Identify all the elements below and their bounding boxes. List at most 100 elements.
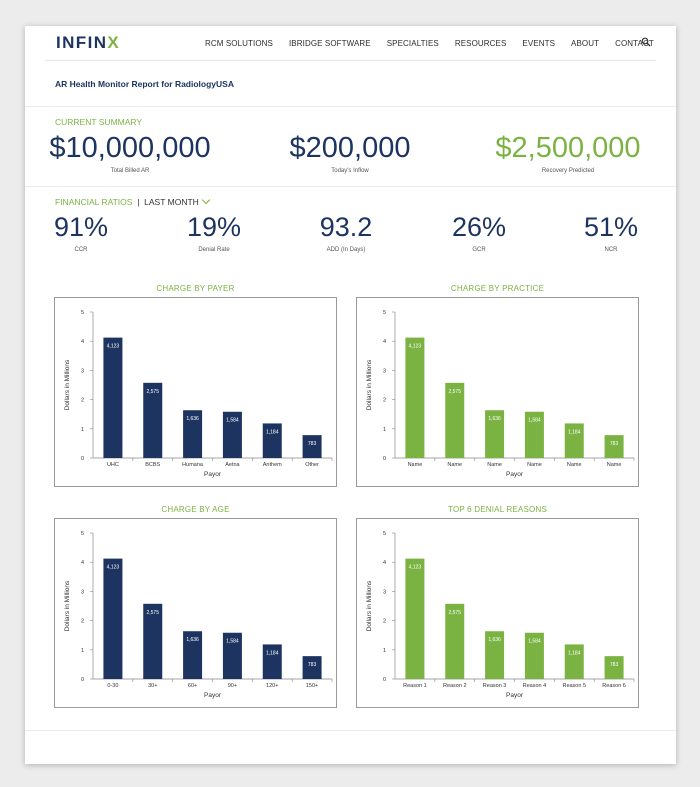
bar-value-label: 1,584 bbox=[226, 418, 239, 424]
x-tick-label: BCBS bbox=[145, 462, 160, 468]
chart-charge-by-practice: 0 1 2 3 4 5 Dollars in Millions 4,123 Name 2,575 N… bbox=[356, 297, 639, 487]
x-tick-label: 60+ bbox=[188, 683, 197, 689]
report-title: AR Health Monitor Report for RadiologyUS… bbox=[55, 79, 234, 89]
label-separator: | bbox=[135, 197, 142, 207]
recovery-predicted-caption: Recovery Predicted bbox=[483, 168, 653, 174]
gcr-value: 26% bbox=[434, 212, 524, 243]
ccr-caption: CCR bbox=[36, 247, 126, 253]
bar-value-label: 1,184 bbox=[568, 650, 581, 656]
bar-value-label: 1,584 bbox=[226, 639, 239, 645]
nav-menu: RCM SOLUTIONS IBRIDGE SOFTWARE SPECIALTI… bbox=[205, 39, 670, 48]
x-tick-label: 90+ bbox=[228, 683, 237, 689]
nav-item-resources[interactable]: RESOURCES bbox=[455, 39, 507, 48]
y-axis-label: Dollars in Millions bbox=[366, 359, 373, 410]
nav-divider bbox=[45, 60, 656, 61]
x-tick-label: Name bbox=[447, 462, 462, 468]
chart-svg: 0 1 2 3 4 5 Dollars in Millions 4,123 UHC 2,575 BC… bbox=[55, 298, 338, 488]
chart-title-top-denial-reasons: TOP 6 DENIAL REASONS bbox=[356, 505, 639, 514]
logo[interactable]: INFINX bbox=[56, 33, 120, 53]
bar-value-label: 1,584 bbox=[528, 639, 541, 645]
bar-value-label: 1,636 bbox=[186, 637, 199, 643]
y-tick-label: 1 bbox=[383, 648, 386, 654]
financial-ratios-header: FINANCIAL RATIOS | LAST MONTH bbox=[55, 197, 209, 207]
y-tick-label: 4 bbox=[81, 339, 84, 345]
bar-value-label: 1,184 bbox=[266, 429, 279, 435]
x-axis-label: Payor bbox=[204, 471, 222, 478]
y-tick-label: 2 bbox=[81, 619, 84, 625]
x-axis-label: Payor bbox=[506, 692, 524, 699]
y-tick-label: 1 bbox=[383, 427, 386, 433]
bar-value-label: 783 bbox=[308, 441, 317, 447]
bar bbox=[103, 559, 122, 679]
y-tick-label: 1 bbox=[81, 427, 84, 433]
chart-svg: 012345Dollars in Millions4,1230-302,5753… bbox=[55, 519, 338, 709]
section-divider bbox=[25, 186, 676, 187]
bar-value-label: 1,584 bbox=[528, 418, 541, 424]
chart-title-charge-by-payer: CHARGE BY PAYER bbox=[54, 284, 337, 293]
recovery-predicted-value: $2,500,000 bbox=[483, 132, 653, 165]
chart-title-charge-by-practice: CHARGE BY PRACTICE bbox=[356, 284, 639, 293]
chevron-down-icon bbox=[202, 196, 210, 204]
search-icon[interactable] bbox=[641, 37, 651, 47]
x-axis-label: Payor bbox=[506, 471, 524, 478]
add-value: 93.2 bbox=[301, 212, 391, 243]
chart-title-charge-by-age: CHARGE BY AGE bbox=[54, 505, 337, 514]
todays-inflow-caption: Today's Inflow bbox=[265, 168, 435, 174]
x-axis-label: Payor bbox=[204, 692, 222, 699]
x-tick-label: Reason 6 bbox=[602, 683, 626, 689]
chart-svg: 012345Dollars in Millions4,123Name2,575N… bbox=[357, 298, 640, 488]
y-tick-label: 3 bbox=[81, 368, 84, 374]
gcr-caption: GCR bbox=[434, 247, 524, 253]
nav-item-specialties[interactable]: SPECIALTIES bbox=[387, 39, 439, 48]
x-tick-label: Reason 2 bbox=[443, 683, 467, 689]
todays-inflow-value: $200,000 bbox=[265, 132, 435, 165]
nav-item-about[interactable]: ABOUT bbox=[571, 39, 599, 48]
y-axis-label: Dollars in Millions bbox=[64, 359, 71, 410]
x-tick-label: Name bbox=[607, 462, 622, 468]
y-tick-label: 5 bbox=[81, 531, 84, 537]
x-tick-label: Name bbox=[527, 462, 542, 468]
period-dropdown[interactable]: LAST MONTH bbox=[144, 197, 209, 207]
y-tick-label: 5 bbox=[81, 310, 84, 316]
bar-value-label: 1,184 bbox=[568, 429, 581, 435]
x-tick-label: 30+ bbox=[148, 683, 157, 689]
x-tick-label: Reason 4 bbox=[523, 683, 547, 689]
y-tick-label: 0 bbox=[383, 456, 386, 462]
bar-value-label: 1,636 bbox=[488, 637, 501, 643]
y-axis-label: Dollars in Millions bbox=[366, 580, 373, 631]
x-tick-label: Reason 5 bbox=[562, 683, 586, 689]
y-tick-label: 5 bbox=[383, 310, 386, 316]
bar-value-label: 2,575 bbox=[448, 389, 461, 395]
chart-charge-by-age: 0 1 2 3 4 5 Dollars in Millions 4,123 0-30 2,575 3… bbox=[54, 518, 337, 708]
bar bbox=[405, 338, 424, 458]
footer-divider bbox=[25, 730, 676, 731]
nav-item-events[interactable]: EVENTS bbox=[522, 39, 555, 48]
bar-value-label: 783 bbox=[610, 662, 619, 668]
page: INFINX RCM SOLUTIONS IBRIDGE SOFTWARE SP… bbox=[25, 26, 676, 764]
nav-item-ibridge-software[interactable]: IBRIDGE SOFTWARE bbox=[289, 39, 371, 48]
bar-value-label: 1,636 bbox=[186, 416, 199, 422]
x-tick-label: 120+ bbox=[266, 683, 278, 689]
y-tick-label: 0 bbox=[383, 677, 386, 683]
bar-value-label: 2,575 bbox=[146, 610, 159, 616]
x-tick-label: Name bbox=[408, 462, 423, 468]
bar bbox=[103, 338, 122, 458]
x-tick-label: Other bbox=[305, 462, 319, 468]
y-tick-label: 2 bbox=[383, 398, 386, 404]
x-tick-label: UHC bbox=[107, 462, 119, 468]
add-caption: ADD (In Days) bbox=[301, 247, 391, 253]
y-tick-label: 2 bbox=[81, 398, 84, 404]
y-tick-label: 4 bbox=[81, 560, 84, 566]
x-tick-label: Anthem bbox=[263, 462, 282, 468]
bar-value-label: 4,123 bbox=[409, 344, 422, 350]
y-tick-label: 5 bbox=[383, 531, 386, 537]
y-tick-label: 3 bbox=[383, 589, 386, 595]
y-tick-label: 0 bbox=[81, 677, 84, 683]
period-value: LAST MONTH bbox=[144, 197, 199, 207]
bar-value-label: 1,184 bbox=[266, 650, 279, 656]
total-billed-ar-value: $10,000,000 bbox=[45, 132, 215, 165]
ncr-caption: NCR bbox=[566, 247, 656, 253]
bar bbox=[405, 559, 424, 679]
bar-value-label: 2,575 bbox=[448, 610, 461, 616]
nav-item-rcm-solutions[interactable]: RCM SOLUTIONS bbox=[205, 39, 273, 48]
